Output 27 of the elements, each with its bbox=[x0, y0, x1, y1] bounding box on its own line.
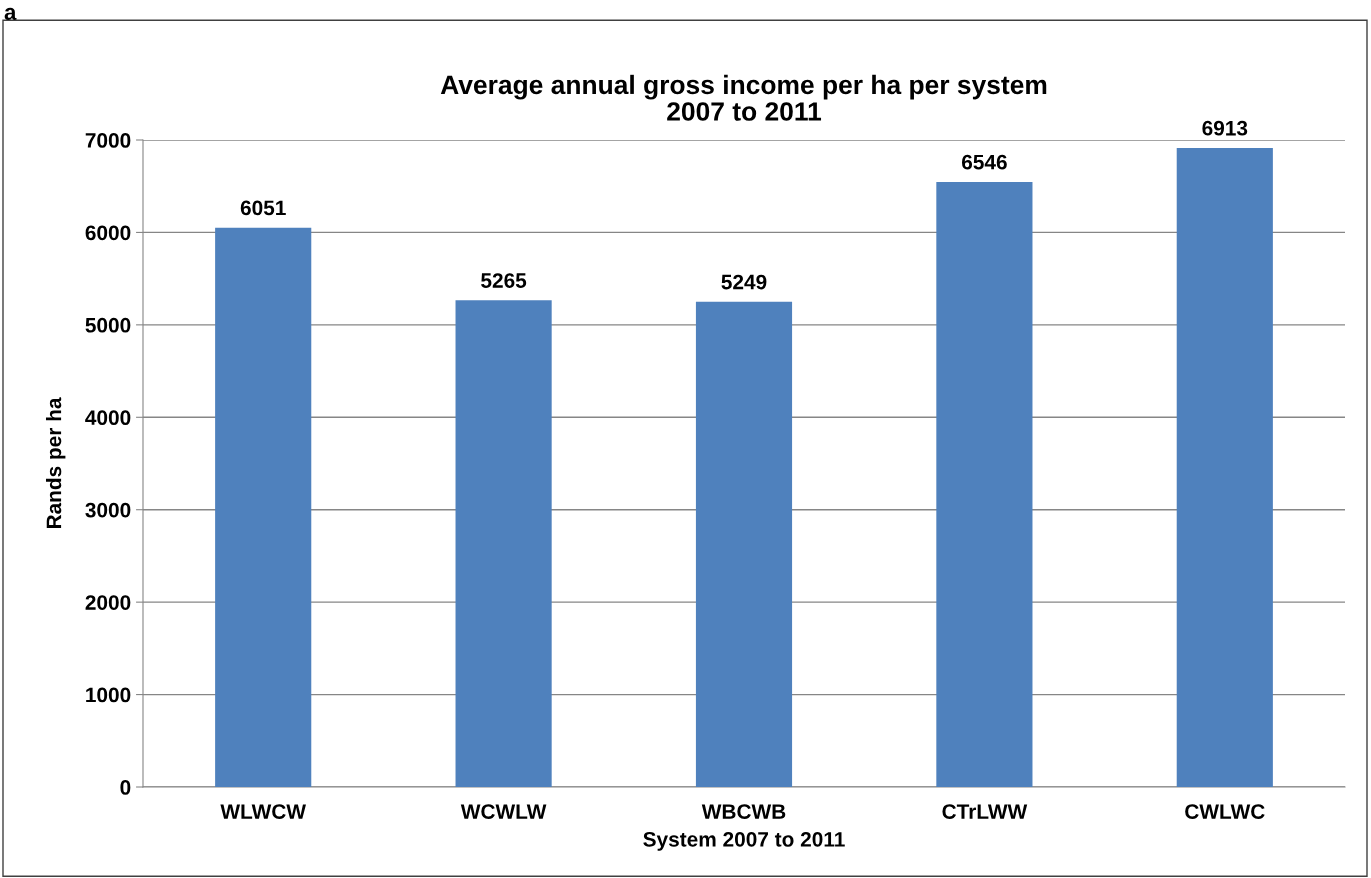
y-axis-title: Rands per ha bbox=[45, 397, 66, 529]
x-tick-label: WBCWB bbox=[701, 804, 786, 819]
y-tick-label: 4000 bbox=[85, 410, 131, 426]
data-label: 5249 bbox=[721, 274, 767, 290]
data-label: 6546 bbox=[961, 154, 1007, 170]
data-label: 6051 bbox=[240, 200, 286, 216]
y-tick-label: 6000 bbox=[85, 225, 131, 241]
x-tick-label: WLWCW bbox=[220, 804, 306, 819]
data-label: 5265 bbox=[481, 273, 527, 288]
y-tick-label: 5000 bbox=[85, 317, 131, 333]
bar bbox=[695, 301, 793, 787]
chart-title: Average annual gross income per ha per system 2007 to 2011 bbox=[440, 74, 1047, 121]
y-tick-label: 7000 bbox=[85, 133, 131, 148]
bar bbox=[455, 300, 552, 787]
text: a bbox=[4, 7, 17, 20]
bar bbox=[1176, 148, 1273, 787]
bar bbox=[936, 181, 1033, 787]
data-label: 6913 bbox=[1202, 120, 1248, 136]
bar bbox=[215, 227, 312, 787]
y-tick-label: 0 bbox=[120, 780, 131, 795]
x-tick-label: WCWLW bbox=[460, 804, 547, 819]
y-tick-label: 1000 bbox=[86, 687, 131, 703]
x-tick-label: CWLWC bbox=[1185, 804, 1265, 819]
x-tick-label: CTrLWW bbox=[942, 804, 1028, 819]
x-axis-title: System 2007 to 2011 bbox=[643, 831, 845, 851]
y-tick-label: 3000 bbox=[85, 502, 131, 518]
y-tick-label: 2000 bbox=[85, 595, 131, 610]
